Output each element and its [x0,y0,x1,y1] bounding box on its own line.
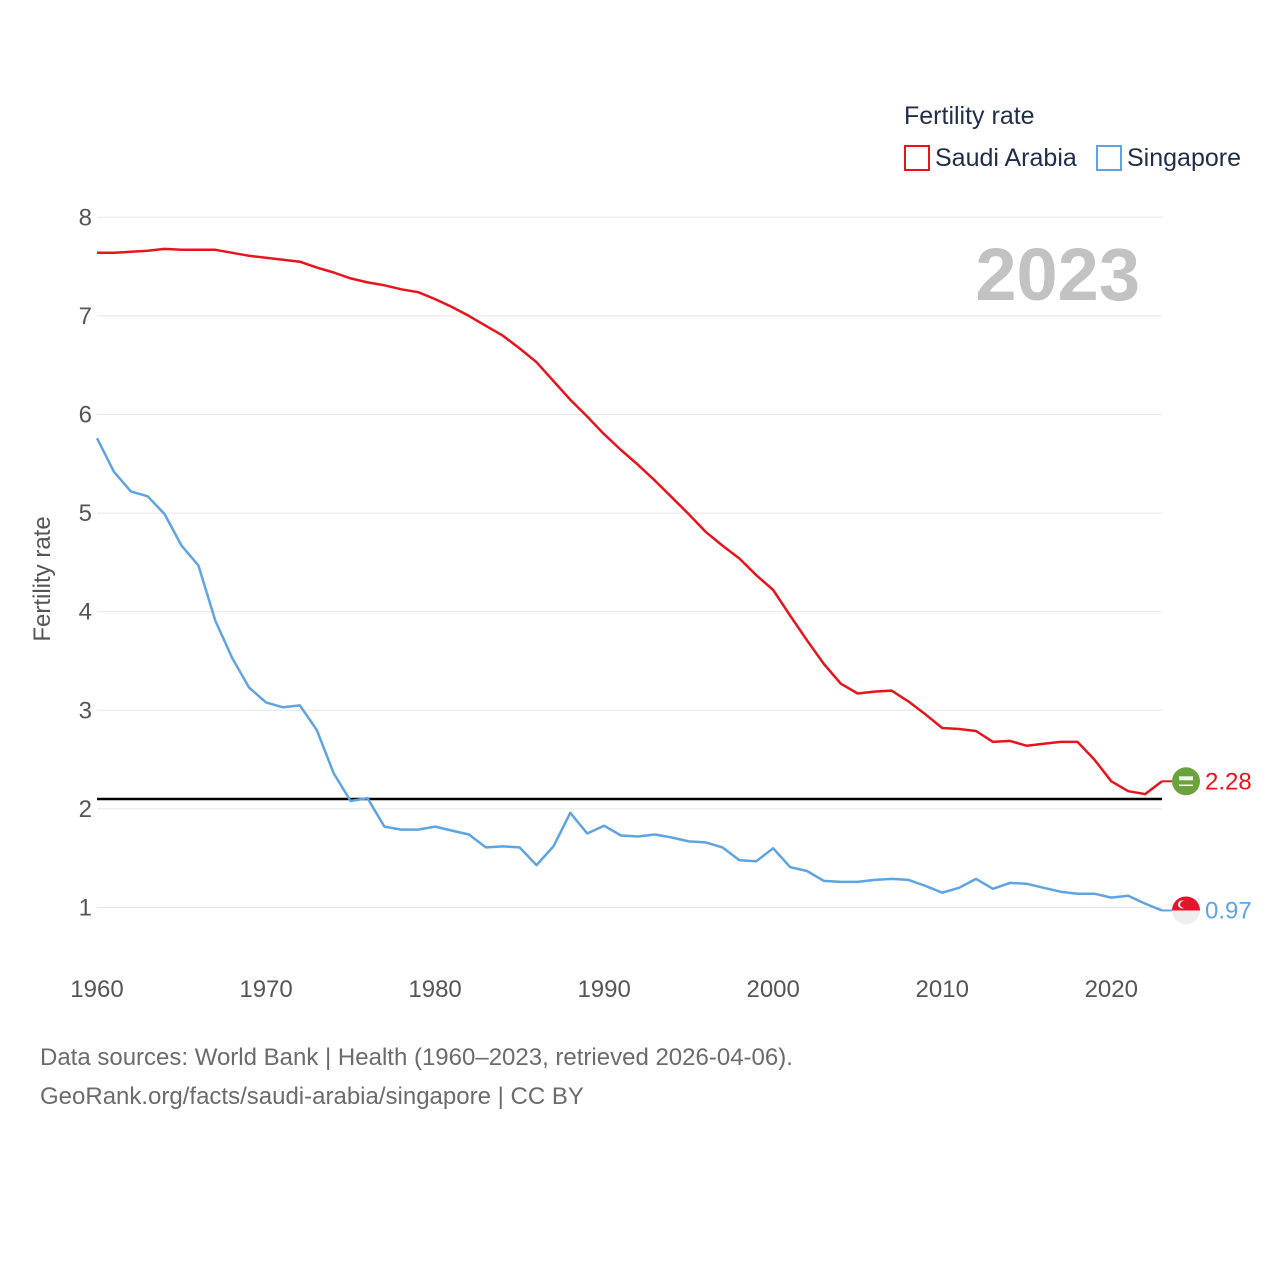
series-end-markers: 2.28 0.97 [1162,767,1252,925]
x-tick-label: 2020 [1085,976,1138,1003]
series-line-singapore [95,437,1163,912]
y-tick-label: 2 [79,796,92,823]
y-tick-label: 4 [79,599,92,626]
x-tick-label: 1990 [577,976,630,1003]
y-tick-label: 8 [79,204,92,231]
singapore-flag-icon [1172,896,1200,925]
footer-sources: Data sources: World Bank | Health (1960–… [40,1044,793,1071]
saudi-arabia-flag-icon [1172,767,1200,796]
legend: Fertility rate Saudi Arabia Singapore [904,102,1241,172]
end-value-singapore: 0.97 [1205,897,1252,924]
year-label: 2023 [975,233,1140,316]
footer-attribution: GeoRank.org/facts/saudi-arabia/singapore… [40,1083,584,1110]
y-tick-label: 1 [79,895,92,922]
y-axis-label: Fertility rate [29,516,56,641]
x-tick-label: 2010 [916,976,969,1003]
legend-swatch-singapore [1096,145,1122,171]
legend-label-saudi-arabia: Saudi Arabia [935,144,1077,172]
legend-title: Fertility rate [904,102,1035,130]
end-value-saudi-arabia: 2.28 [1205,768,1252,795]
gridlines [97,216,1162,908]
series-line-saudi-arabia [97,247,1163,796]
y-tick-label: 6 [79,402,92,429]
x-axis-ticks: 1960 1970 1980 1990 2000 2010 2020 [70,976,1138,1003]
x-tick-label: 1960 [70,976,123,1003]
y-tick-label: 3 [79,697,92,724]
x-tick-label: 1980 [408,976,461,1003]
legend-label-singapore: Singapore [1127,144,1241,172]
series-lines [95,247,1163,912]
legend-swatch-saudi-arabia [904,145,930,171]
y-tick-label: 5 [79,500,92,527]
y-axis-ticks: 1 2 3 4 5 6 7 8 [79,204,92,921]
y-tick-label: 7 [79,303,92,330]
x-tick-label: 2000 [746,976,799,1003]
x-tick-label: 1970 [239,976,292,1003]
